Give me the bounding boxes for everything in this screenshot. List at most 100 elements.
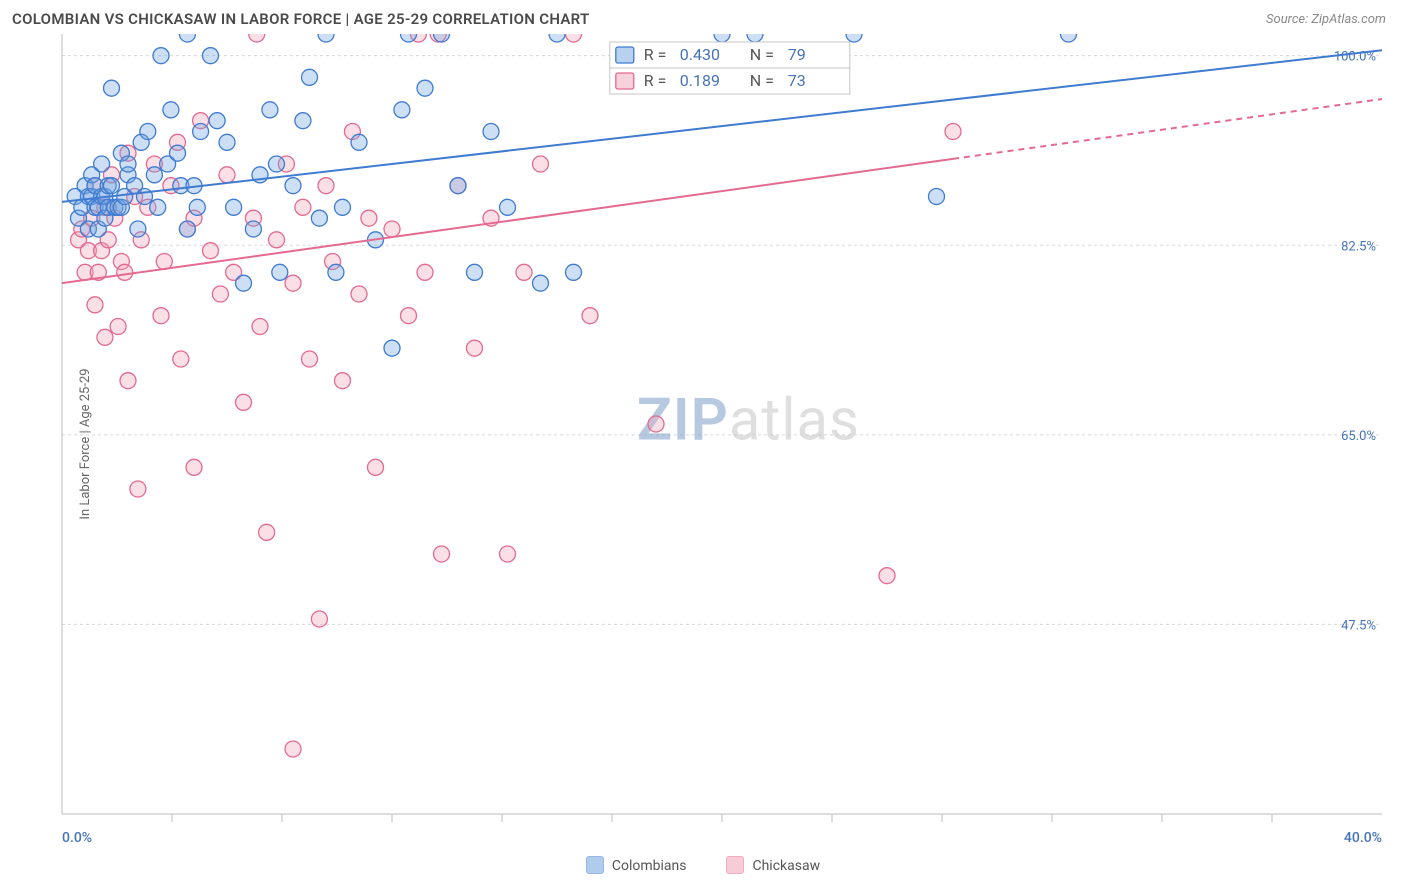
scatter-point-chickasaw [110, 319, 126, 335]
scatter-point-chickasaw [156, 254, 172, 270]
watermark: ZIPatlas [637, 387, 860, 455]
scatter-point-chickasaw [566, 34, 582, 42]
scatter-point-colombians [1061, 34, 1077, 42]
chart-title: COLOMBIAN VS CHICKASAW IN LABOR FORCE | … [12, 10, 590, 28]
x-max-label: 40.0% [1344, 830, 1382, 846]
scatter-point-chickasaw [186, 459, 202, 475]
scatter-point-colombians [318, 34, 334, 42]
scatter-point-colombians [929, 189, 945, 205]
stats-r-value: 0.189 [680, 71, 720, 90]
scatter-point-chickasaw [203, 243, 219, 259]
stats-n-label: N = [750, 45, 774, 64]
scatter-point-chickasaw [516, 264, 532, 280]
scatter-point-colombians [104, 178, 120, 194]
scatter-point-colombians [170, 145, 186, 161]
scatter-point-colombians [150, 199, 166, 215]
scatter-point-colombians [179, 34, 195, 42]
scatter-point-colombians [566, 264, 582, 280]
scatter-point-colombians [262, 102, 278, 118]
scatter-point-chickasaw [434, 546, 450, 562]
scatter-point-colombians [714, 34, 730, 42]
scatter-point-colombians [104, 80, 120, 96]
scatter-point-chickasaw [302, 351, 318, 367]
legend-item-colombians: Colombians [586, 856, 687, 874]
scatter-point-colombians [120, 156, 136, 172]
scatter-point-colombians [417, 80, 433, 96]
stats-swatch [616, 73, 634, 89]
legend-label: Colombians [612, 858, 687, 874]
scatter-point-colombians [483, 124, 499, 140]
scatter-point-chickasaw [417, 264, 433, 280]
stats-r-value: 0.430 [680, 45, 720, 64]
scatter-point-chickasaw [318, 178, 334, 194]
scatter-point-chickasaw [384, 221, 400, 237]
stats-n-value: 79 [788, 45, 806, 64]
scatter-point-chickasaw [361, 210, 377, 226]
scatter-point-chickasaw [173, 351, 189, 367]
scatter-point-colombians [311, 210, 327, 226]
scatter-point-chickasaw [97, 329, 113, 345]
stats-swatch [616, 47, 634, 63]
scatter-point-colombians [846, 34, 862, 42]
scatter-point-colombians [140, 124, 156, 140]
scatter-point-chickasaw [500, 546, 516, 562]
stats-n-label: N = [750, 71, 774, 90]
scatter-point-chickasaw [130, 481, 146, 497]
scatter-point-colombians [203, 48, 219, 64]
scatter-point-chickasaw [582, 308, 598, 324]
y-tick-label: 82.5% [1341, 239, 1376, 254]
scatter-point-chickasaw [401, 308, 417, 324]
legend-swatch [586, 856, 604, 874]
scatter-point-colombians [272, 264, 288, 280]
scatter-point-colombians [209, 113, 225, 129]
scatter-point-colombians [285, 178, 301, 194]
scatter-point-colombians [189, 199, 205, 215]
scatter-point-chickasaw [467, 340, 483, 356]
chart-source: Source: ZipAtlas.com [1266, 12, 1386, 27]
stats-r-label: R = [644, 45, 667, 64]
x-min-label: 0.0% [62, 830, 92, 846]
scatter-point-colombians [500, 199, 516, 215]
scatter-point-chickasaw [335, 373, 351, 389]
scatter-point-colombians [549, 34, 565, 42]
scatter-point-colombians [226, 199, 242, 215]
scatter-point-chickasaw [945, 124, 961, 140]
scatter-point-colombians [130, 221, 146, 237]
scatter-point-colombians [269, 156, 285, 172]
scatter-point-chickasaw [236, 394, 252, 410]
scatter-point-chickasaw [249, 34, 265, 42]
scatter-point-colombians [153, 48, 169, 64]
legend-swatch [726, 856, 744, 874]
scatter-point-colombians [335, 199, 351, 215]
chart-container: In Labor Force | Age 25-29 47.5%65.0%82.… [12, 34, 1394, 854]
scatter-point-colombians [394, 102, 410, 118]
scatter-point-chickasaw [269, 232, 285, 248]
scatter-chart: 47.5%65.0%82.5%100.0%0.0%40.0%ZIPatlasR … [12, 34, 1394, 854]
scatter-point-colombians [146, 167, 162, 183]
scatter-point-colombians [302, 69, 318, 85]
scatter-point-colombians [384, 340, 400, 356]
scatter-point-chickasaw [153, 308, 169, 324]
scatter-point-colombians [533, 275, 549, 291]
scatter-point-chickasaw [87, 297, 103, 313]
scatter-point-chickasaw [533, 156, 549, 172]
legend-bottom: Colombians Chickasaw [0, 856, 1406, 874]
scatter-point-colombians [94, 156, 110, 172]
scatter-point-colombians [351, 134, 367, 150]
legend-label: Chickasaw [752, 858, 820, 874]
scatter-point-colombians [450, 178, 466, 194]
scatter-point-colombians [179, 221, 195, 237]
scatter-point-colombians [295, 113, 311, 129]
scatter-point-colombians [193, 124, 209, 140]
scatter-point-colombians [245, 221, 261, 237]
scatter-point-chickasaw [259, 524, 275, 540]
scatter-point-chickasaw [212, 286, 228, 302]
legend-item-chickasaw: Chickasaw [726, 856, 820, 874]
scatter-point-colombians [236, 275, 252, 291]
scatter-point-chickasaw [351, 286, 367, 302]
y-axis-label: In Labor Force | Age 25-29 [78, 368, 93, 519]
scatter-point-chickasaw [879, 568, 895, 584]
scatter-point-colombians [747, 34, 763, 42]
y-tick-label: 47.5% [1341, 618, 1376, 633]
scatter-point-chickasaw [219, 167, 235, 183]
